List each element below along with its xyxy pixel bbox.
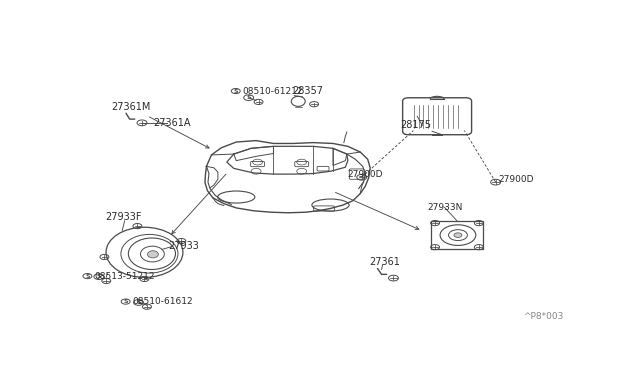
Text: 27933: 27933 xyxy=(168,241,199,251)
Text: S: S xyxy=(97,274,101,279)
Text: 08510-61612: 08510-61612 xyxy=(132,297,193,306)
Ellipse shape xyxy=(147,251,158,258)
Text: 28357: 28357 xyxy=(292,86,323,96)
Text: 08513-51212: 08513-51212 xyxy=(94,272,154,280)
Text: 27933N: 27933N xyxy=(428,203,463,212)
Text: 27361: 27361 xyxy=(369,257,400,267)
Text: 08510-61212: 08510-61212 xyxy=(242,87,303,96)
Text: S: S xyxy=(234,89,238,93)
Text: 27900D: 27900D xyxy=(498,175,534,184)
Text: 28175: 28175 xyxy=(400,121,431,131)
Text: 27900D: 27900D xyxy=(348,170,383,179)
Text: S: S xyxy=(136,300,141,305)
Text: S: S xyxy=(124,299,128,304)
Text: S: S xyxy=(246,95,251,100)
Ellipse shape xyxy=(454,233,462,237)
Text: S: S xyxy=(85,273,90,279)
Text: 27361M: 27361M xyxy=(111,102,150,112)
Text: 27361A: 27361A xyxy=(154,118,191,128)
Text: 27933F: 27933F xyxy=(105,212,141,222)
Text: ^P8*003: ^P8*003 xyxy=(524,312,564,321)
